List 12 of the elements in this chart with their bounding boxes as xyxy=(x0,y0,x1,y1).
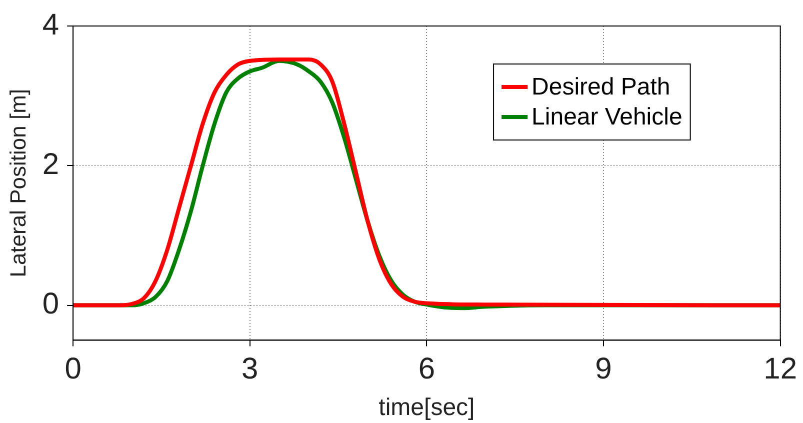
y-tick-label: 0 xyxy=(42,288,60,321)
x-tick-label: 12 xyxy=(764,352,798,386)
y-tick-label: 2 xyxy=(42,148,60,181)
x-axis-title: time[sec] xyxy=(378,394,475,422)
x-tick-label: 3 xyxy=(242,352,258,386)
legend-label: Desired Path xyxy=(532,74,670,101)
y-tick-label: 4 xyxy=(42,8,60,42)
y-axis-title: Lateral Position [m] xyxy=(5,88,30,278)
legend-label: Linear Vehicle xyxy=(532,104,682,131)
x-tick-label: 0 xyxy=(64,352,82,386)
x-tick-label: 9 xyxy=(595,352,612,386)
x-tick-label: 6 xyxy=(418,352,436,386)
